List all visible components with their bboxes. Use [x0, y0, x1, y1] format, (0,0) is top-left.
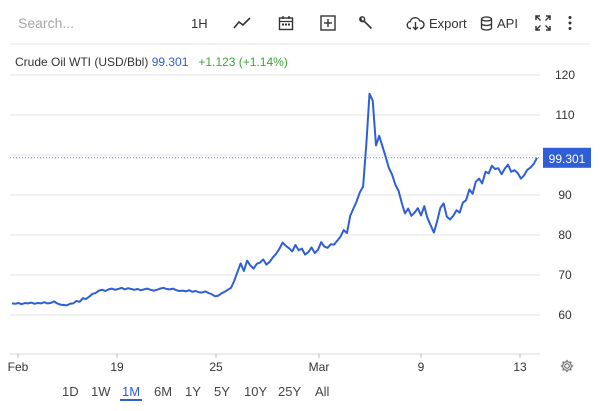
range-button-1y[interactable]: 1Y — [185, 384, 201, 399]
x-tick-label: Mar — [309, 360, 330, 374]
range-button-6m[interactable]: 6M — [154, 384, 173, 399]
range-button-all[interactable]: All — [315, 384, 330, 399]
legend-price: 99.301 — [151, 55, 189, 69]
export-button[interactable]: Export — [406, 12, 467, 34]
range-button-1w[interactable]: 1W — [91, 384, 111, 399]
y-tick-label: 60 — [558, 308, 572, 322]
x-tick-label: 25 — [209, 360, 223, 374]
price-series-line — [11, 92, 538, 307]
date-range-button[interactable] — [278, 12, 294, 34]
range-selector: 1D 1W 1M 6M 1Y 5Y 10Y 25Y All — [0, 374, 600, 411]
y-tick-label: 90 — [558, 188, 572, 202]
range-button-5y[interactable]: 5Y — [214, 384, 230, 399]
legend-symbol: Crude Oil WTI (USD/Bbl) — [15, 55, 149, 69]
y-tick-label: 110 — [555, 108, 574, 122]
wrench-icon — [359, 16, 373, 30]
cloud-download-icon — [406, 16, 425, 30]
search-input[interactable] — [10, 8, 170, 38]
gear-icon — [560, 359, 574, 373]
plus-box-icon — [320, 15, 336, 31]
y-tick-label: 80 — [558, 228, 572, 242]
price-chart[interactable]: 60708090100110120Feb1925Mar91399.301 — [0, 0, 600, 380]
x-tick-label: Feb — [8, 360, 29, 374]
chart-legend: Crude Oil WTI (USD/Bbl) 99.301 +1.123 (+… — [15, 55, 288, 69]
x-tick-label: 13 — [513, 360, 527, 374]
more-vertical-icon — [568, 16, 572, 30]
legend-change: +1.123 (+1.14%) — [198, 55, 288, 69]
interval-label: 1H — [191, 15, 208, 31]
api-label: API — [497, 15, 518, 31]
export-label: Export — [429, 15, 467, 31]
more-menu-button[interactable] — [567, 12, 573, 34]
chart-toolbar: 1H E — [0, 0, 600, 44]
range-button-1m[interactable]: 1M — [120, 384, 143, 401]
y-tick-label: 70 — [558, 268, 572, 282]
x-tick-label: 19 — [110, 360, 124, 374]
x-tick-label: 9 — [418, 360, 425, 374]
line-chart-icon — [233, 17, 251, 29]
chart-type-button[interactable] — [233, 12, 251, 34]
calendar-icon — [278, 16, 294, 31]
chart-settings-button[interactable] — [560, 359, 574, 378]
last-price-tag-label: 99.301 — [549, 152, 586, 166]
range-button-25y[interactable]: 25Y — [278, 384, 302, 399]
add-indicator-button[interactable] — [320, 12, 336, 34]
range-button-1d[interactable]: 1D — [62, 384, 79, 399]
expand-icon — [535, 15, 551, 31]
last-price-tag — [543, 147, 591, 168]
api-button[interactable]: API — [480, 12, 518, 34]
fullscreen-button[interactable] — [535, 12, 551, 34]
y-tick-label: 120 — [555, 68, 575, 82]
settings-tools-button[interactable] — [358, 12, 374, 34]
range-button-10y[interactable]: 10Y — [244, 384, 268, 399]
database-icon — [480, 15, 493, 31]
interval-button[interactable]: 1H — [191, 12, 208, 34]
